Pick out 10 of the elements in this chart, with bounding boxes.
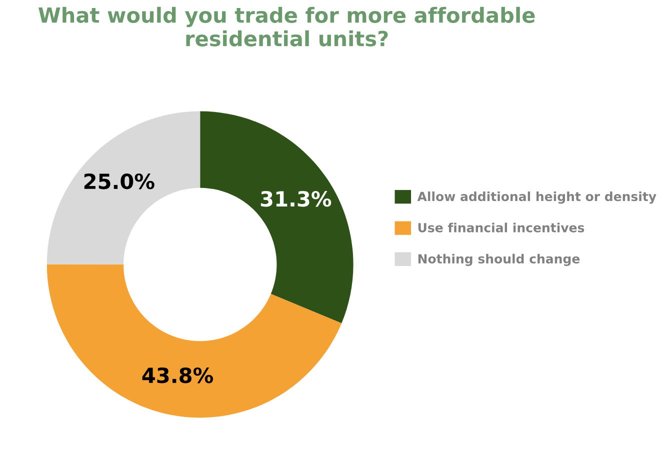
- legend-label: Use financial incentives: [418, 222, 584, 232]
- donut-slice: [46, 111, 200, 264]
- legend-label: Allow additional height or density: [417, 191, 656, 204]
- data-label: 43.8%: [142, 367, 214, 384]
- donut-slice: [46, 264, 342, 418]
- legend-label: Nothing should change: [418, 254, 580, 266]
- data-label: 31.3%: [260, 190, 332, 207]
- data-label: 25.0%: [84, 173, 154, 190]
- donut-slice: [200, 111, 354, 324]
- chart-title: What would you trade for more affordable residential units?: [38, 6, 535, 46]
